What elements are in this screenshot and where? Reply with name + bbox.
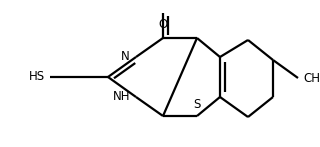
Text: CH₃: CH₃ [303, 71, 320, 85]
Text: S: S [193, 98, 201, 111]
Text: NH: NH [113, 91, 130, 103]
Text: HS: HS [29, 71, 45, 83]
Text: N: N [121, 51, 130, 64]
Text: O: O [158, 18, 168, 31]
